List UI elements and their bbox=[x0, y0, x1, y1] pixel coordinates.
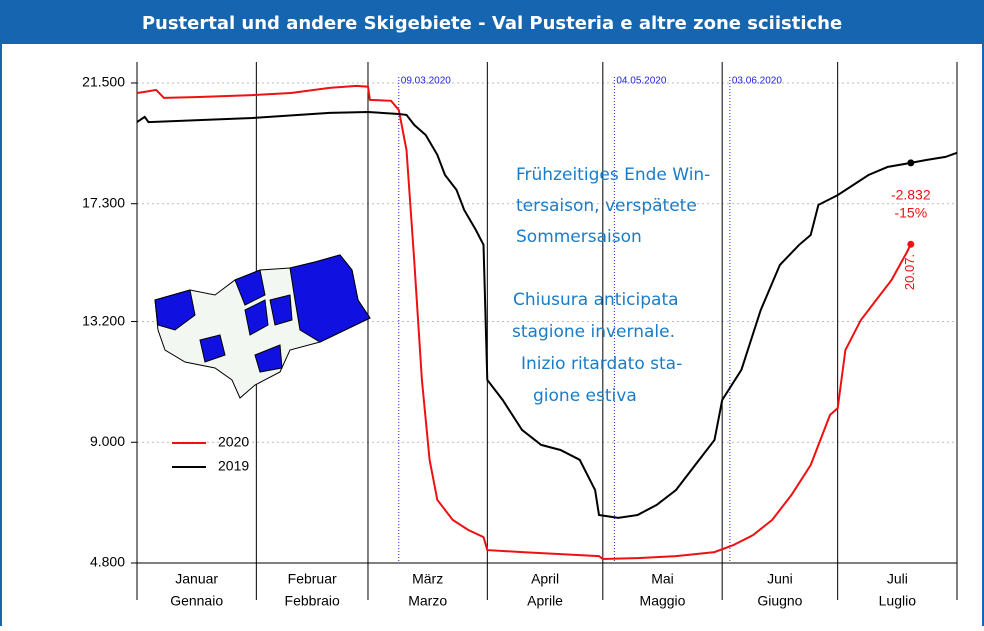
difference-label: -2.832 bbox=[891, 187, 931, 203]
x-tick-label: Giugno bbox=[757, 593, 802, 609]
end-point bbox=[907, 240, 915, 248]
note: gione estiva bbox=[533, 386, 637, 406]
note: tersaison, verspätete bbox=[516, 196, 697, 216]
series-line bbox=[136, 84, 912, 561]
x-tick-label: April bbox=[531, 571, 559, 587]
y-tick-label: 21.500 bbox=[82, 74, 125, 90]
date-label: 20.07. bbox=[902, 254, 917, 290]
x-tick-label: Juli bbox=[887, 571, 908, 587]
event-label: 03.06.2020 bbox=[732, 76, 782, 87]
event-label: 04.05.2020 bbox=[616, 76, 666, 87]
region-map bbox=[154, 254, 371, 399]
x-tick-label: Juni bbox=[767, 571, 793, 587]
legend-label: 2019 bbox=[218, 458, 249, 474]
x-tick-label: Marzo bbox=[408, 593, 447, 609]
chart-title: Pustertal und andere Skigebiete - Val Pu… bbox=[142, 13, 842, 34]
y-tick-label: 13.200 bbox=[82, 312, 125, 328]
note: Frühzeitiges Ende Win- bbox=[516, 165, 710, 185]
series-line bbox=[136, 110, 958, 519]
y-tick-label: 9.000 bbox=[90, 433, 125, 449]
note: Sommersaison bbox=[516, 227, 642, 247]
x-tick-label: Februar bbox=[288, 571, 337, 587]
x-tick-label: Maggio bbox=[640, 593, 686, 609]
event-label: 09.03.2020 bbox=[401, 76, 451, 87]
x-tick-label: Febbraio bbox=[285, 593, 340, 609]
x-tick-label: Januar bbox=[175, 571, 218, 587]
y-tick-label: 4.800 bbox=[90, 554, 125, 570]
legend-label: 2020 bbox=[218, 434, 249, 450]
x-tick-label: Gennaio bbox=[170, 593, 223, 609]
end-point bbox=[907, 159, 915, 167]
title-bar bbox=[0, 0, 984, 44]
x-tick-label: Luglio bbox=[879, 593, 917, 609]
y-tick-label: 17.300 bbox=[82, 194, 125, 210]
note: Inizio ritardato sta- bbox=[521, 354, 682, 374]
note: Chiusura anticipata bbox=[513, 290, 679, 310]
note: stagione invernale. bbox=[512, 322, 675, 342]
x-tick-label: März bbox=[412, 571, 443, 587]
difference-label: -15% bbox=[894, 205, 927, 221]
x-tick-label: Aprile bbox=[527, 593, 563, 609]
x-tick-label: Mai bbox=[651, 571, 674, 587]
